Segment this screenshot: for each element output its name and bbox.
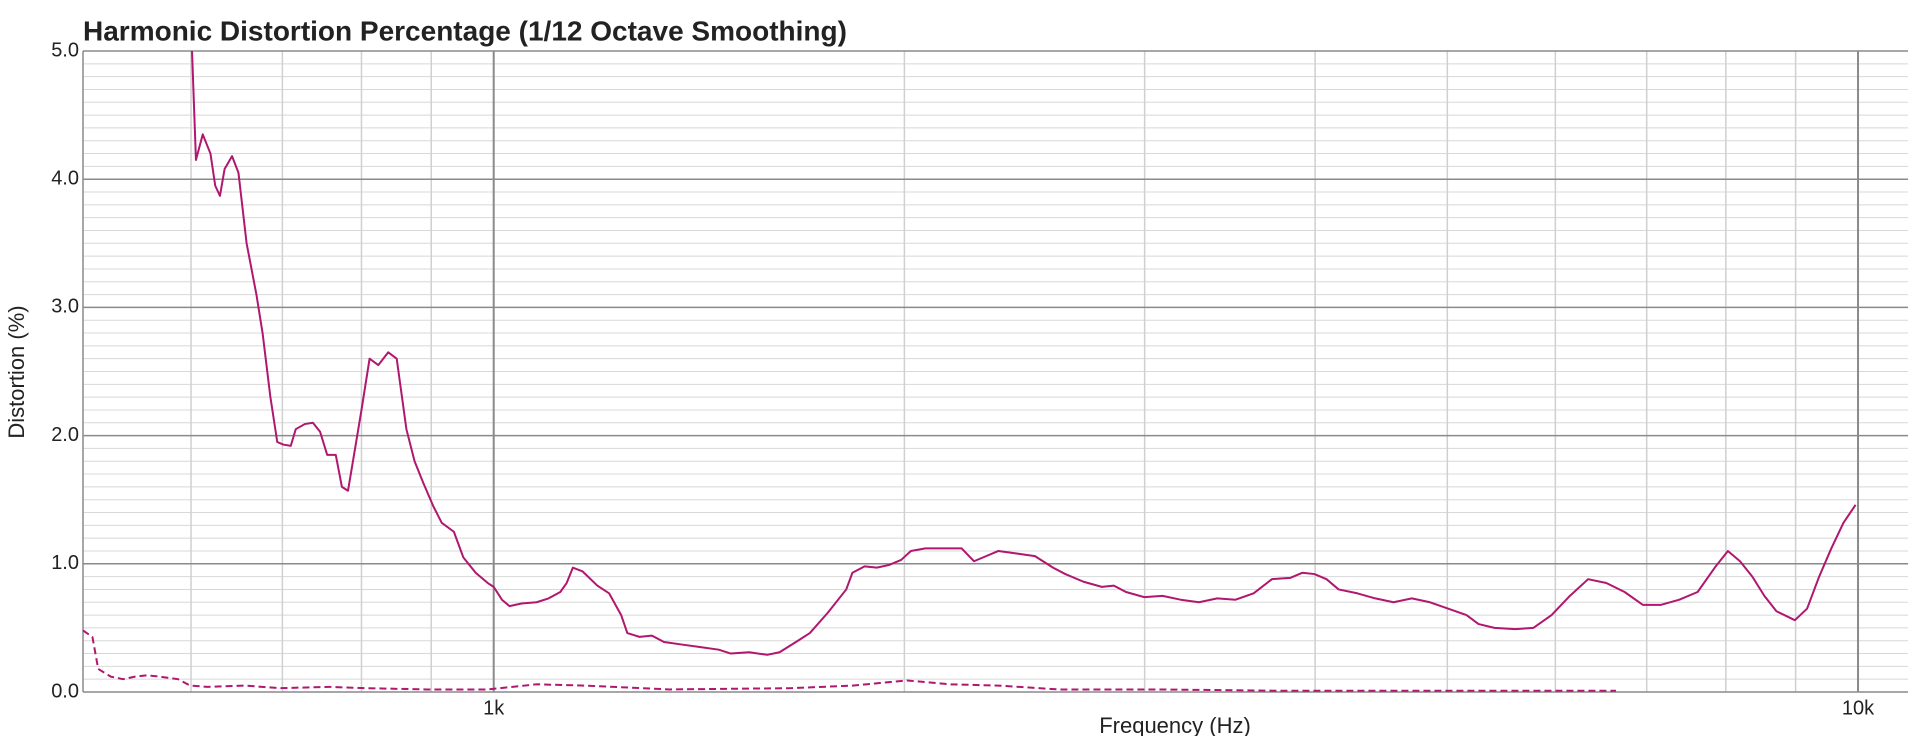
x-tick-label: 1k	[483, 697, 505, 719]
x-axis-label: Frequency (Hz)	[1099, 713, 1251, 736]
y-tick-label: 4.0	[51, 167, 79, 189]
series-line	[191, 50, 1857, 656]
y-axis-label: Distortion (%)	[4, 305, 29, 438]
x-tick-label: 10k	[1842, 697, 1875, 719]
y-tick-label: 1.0	[51, 552, 79, 574]
y-tick-label: 2.0	[51, 424, 79, 446]
y-tick-label: 5.0	[51, 39, 79, 61]
y-tick-label: 0.0	[51, 680, 79, 702]
series-line	[82, 629, 1616, 692]
y-tick-label: 3.0	[51, 296, 79, 318]
chart-title: Harmonic Distortion Percentage (1/12 Oct…	[83, 15, 847, 46]
